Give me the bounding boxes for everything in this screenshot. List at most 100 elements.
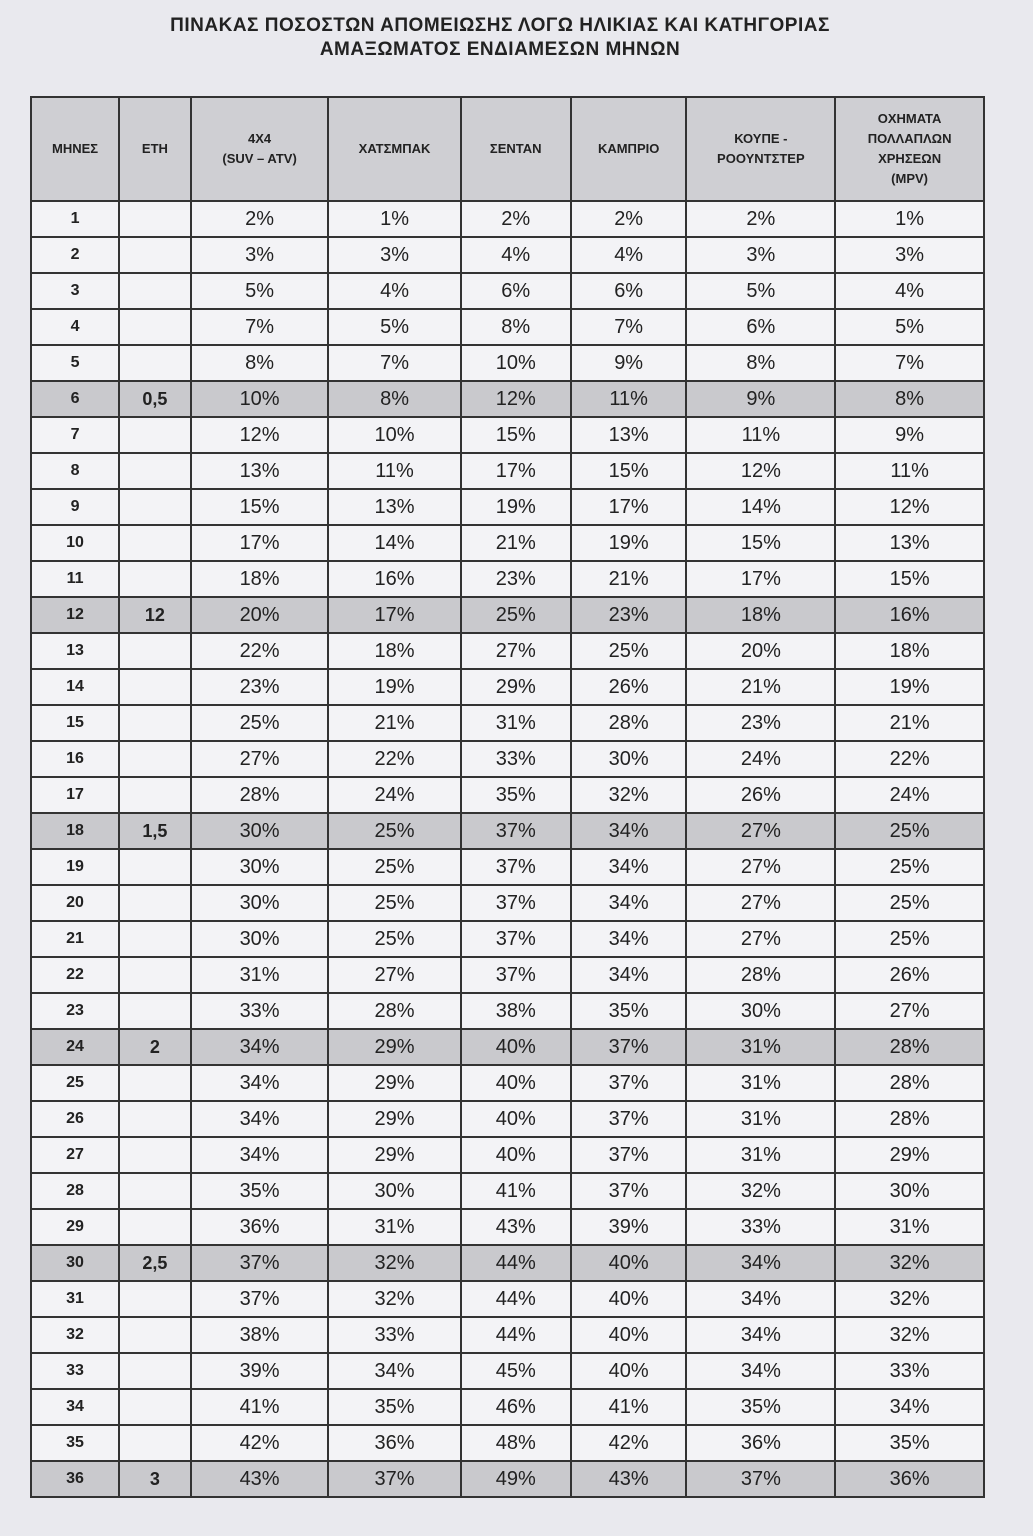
years-cell bbox=[118, 704, 192, 742]
percent-cell: 27% bbox=[834, 992, 985, 1030]
percent-cell: 8% bbox=[834, 380, 985, 418]
column-header: 4X4 (SUV – ATV) bbox=[189, 96, 330, 202]
percent-cell: 41% bbox=[459, 1172, 572, 1210]
percent-cell: 13% bbox=[189, 452, 330, 490]
percent-cell: 25% bbox=[834, 920, 985, 958]
years-cell bbox=[118, 488, 192, 526]
header-text: ΕΤΗ bbox=[141, 141, 168, 156]
percent-cell: 10% bbox=[189, 380, 330, 418]
percent-cell: 28% bbox=[569, 704, 688, 742]
percent-cell: 35% bbox=[685, 1388, 837, 1426]
table-row: 36 3 43% 37% 49% 43% 37% 36% bbox=[29, 1460, 985, 1498]
percent-cell: 28% bbox=[685, 956, 837, 994]
percent-cell: 29% bbox=[327, 1100, 462, 1138]
percent-cell: 49% bbox=[459, 1460, 572, 1498]
percent-cell: 30% bbox=[685, 992, 837, 1030]
percent-cell: 29% bbox=[327, 1028, 462, 1066]
percent-cell: 12% bbox=[834, 488, 985, 526]
percent-cell: 10% bbox=[459, 344, 572, 382]
percent-cell: 48% bbox=[459, 1424, 572, 1462]
percent-cell: 13% bbox=[834, 524, 985, 562]
percent-cell: 4% bbox=[834, 272, 985, 310]
percent-cell: 16% bbox=[327, 560, 462, 598]
percent-cell: 26% bbox=[834, 956, 985, 994]
percent-cell: 5% bbox=[834, 308, 985, 346]
percent-cell: 5% bbox=[327, 308, 462, 346]
table-row: 20 30% 25% 37% 34% 27% 25% bbox=[29, 884, 985, 922]
percent-cell: 31% bbox=[327, 1208, 462, 1246]
percent-cell: 40% bbox=[569, 1280, 688, 1318]
percent-cell: 34% bbox=[569, 812, 688, 850]
header-text: ΣΕΝΤΑΝ bbox=[489, 141, 542, 156]
month-cell: 33 bbox=[29, 1352, 121, 1390]
percent-cell: 20% bbox=[189, 596, 330, 634]
column-header: ΕΤΗ bbox=[118, 96, 192, 202]
percent-cell: 4% bbox=[459, 236, 572, 274]
percent-cell: 28% bbox=[834, 1028, 985, 1066]
percent-cell: 44% bbox=[459, 1280, 572, 1318]
years-cell bbox=[118, 416, 192, 454]
column-header: ΟΧΗΜΑΤΑ ΠΟΛΛΑΠΛΩΝ ΧΡΗΣΕΩΝ (MPV) bbox=[834, 96, 985, 202]
month-cell: 3 bbox=[29, 272, 121, 310]
percent-cell: 37% bbox=[685, 1460, 837, 1498]
table-row: 15 25% 21% 31% 28% 23% 21% bbox=[29, 704, 985, 742]
percent-cell: 31% bbox=[685, 1028, 837, 1066]
percent-cell: 6% bbox=[459, 272, 572, 310]
table-row: 8 13% 11% 17% 15% 12% 11% bbox=[29, 452, 985, 490]
month-cell: 35 bbox=[29, 1424, 121, 1462]
percent-cell: 33% bbox=[189, 992, 330, 1030]
percent-cell: 42% bbox=[569, 1424, 688, 1462]
percent-cell: 16% bbox=[834, 596, 985, 634]
years-cell bbox=[118, 452, 192, 490]
years-cell: 12 bbox=[118, 596, 192, 634]
percent-cell: 7% bbox=[189, 308, 330, 346]
month-cell: 26 bbox=[29, 1100, 121, 1138]
percent-cell: 37% bbox=[569, 1100, 688, 1138]
percent-cell: 35% bbox=[569, 992, 688, 1030]
month-cell: 25 bbox=[29, 1064, 121, 1102]
month-cell: 34 bbox=[29, 1388, 121, 1426]
percent-cell: 25% bbox=[189, 704, 330, 742]
percent-cell: 27% bbox=[685, 848, 837, 886]
percent-cell: 21% bbox=[327, 704, 462, 742]
percent-cell: 31% bbox=[685, 1100, 837, 1138]
percent-cell: 22% bbox=[327, 740, 462, 778]
percent-cell: 3% bbox=[685, 236, 837, 274]
percent-cell: 22% bbox=[834, 740, 985, 778]
years-cell bbox=[118, 632, 192, 670]
table-row: 4 7% 5% 8% 7% 6% 5% bbox=[29, 308, 985, 346]
month-cell: 6 bbox=[29, 380, 121, 418]
percent-cell: 4% bbox=[327, 272, 462, 310]
percent-cell: 27% bbox=[685, 812, 837, 850]
table-row: 30 2,5 37% 32% 44% 40% 34% 32% bbox=[29, 1244, 985, 1282]
percent-cell: 19% bbox=[569, 524, 688, 562]
column-header: ΧΑΤΣΜΠΑΚ bbox=[327, 96, 462, 202]
percent-cell: 25% bbox=[327, 884, 462, 922]
percent-cell: 39% bbox=[189, 1352, 330, 1390]
years-cell bbox=[118, 308, 192, 346]
percent-cell: 6% bbox=[685, 308, 837, 346]
month-cell: 8 bbox=[29, 452, 121, 490]
percent-cell: 21% bbox=[834, 704, 985, 742]
percent-cell: 23% bbox=[685, 704, 837, 742]
month-cell: 30 bbox=[29, 1244, 121, 1282]
header-text: 4X4 bbox=[248, 131, 272, 146]
percent-cell: 32% bbox=[834, 1316, 985, 1354]
years-cell bbox=[118, 1064, 192, 1102]
table-row: 21 30% 25% 37% 34% 27% 25% bbox=[29, 920, 985, 958]
percent-cell: 1% bbox=[834, 200, 985, 238]
percent-cell: 5% bbox=[685, 272, 837, 310]
table-row: 29 36% 31% 43% 39% 33% 31% bbox=[29, 1208, 985, 1246]
percent-cell: 28% bbox=[189, 776, 330, 814]
percent-cell: 40% bbox=[569, 1244, 688, 1282]
table-row: 11 18% 16% 23% 21% 17% 15% bbox=[29, 560, 985, 598]
percent-cell: 10% bbox=[327, 416, 462, 454]
percent-cell: 37% bbox=[459, 812, 572, 850]
percent-cell: 25% bbox=[459, 596, 572, 634]
percent-cell: 37% bbox=[189, 1280, 330, 1318]
month-cell: 29 bbox=[29, 1208, 121, 1246]
years-cell bbox=[118, 1316, 192, 1354]
percent-cell: 2% bbox=[569, 200, 688, 238]
title: ΠΙΝΑΚΑΣ ΠΟΣΟΣΤΩΝ ΑΠΟΜΕΙΩΣΗΣ ΛΟΓΩ ΗΛΙΚΙΑΣ… bbox=[0, 14, 1000, 62]
